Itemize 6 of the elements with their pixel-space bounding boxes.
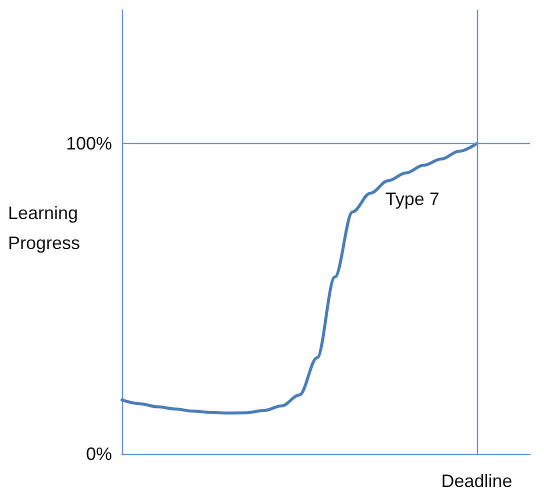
y-axis-title: Learning Progress [8,203,84,253]
line-series [120,142,478,415]
y-tick-label: 100% [66,134,112,154]
series-label: Type 7 [385,189,440,210]
x-tick-label: Deadline [441,471,512,491]
y-tick-label: 0% [86,444,112,464]
